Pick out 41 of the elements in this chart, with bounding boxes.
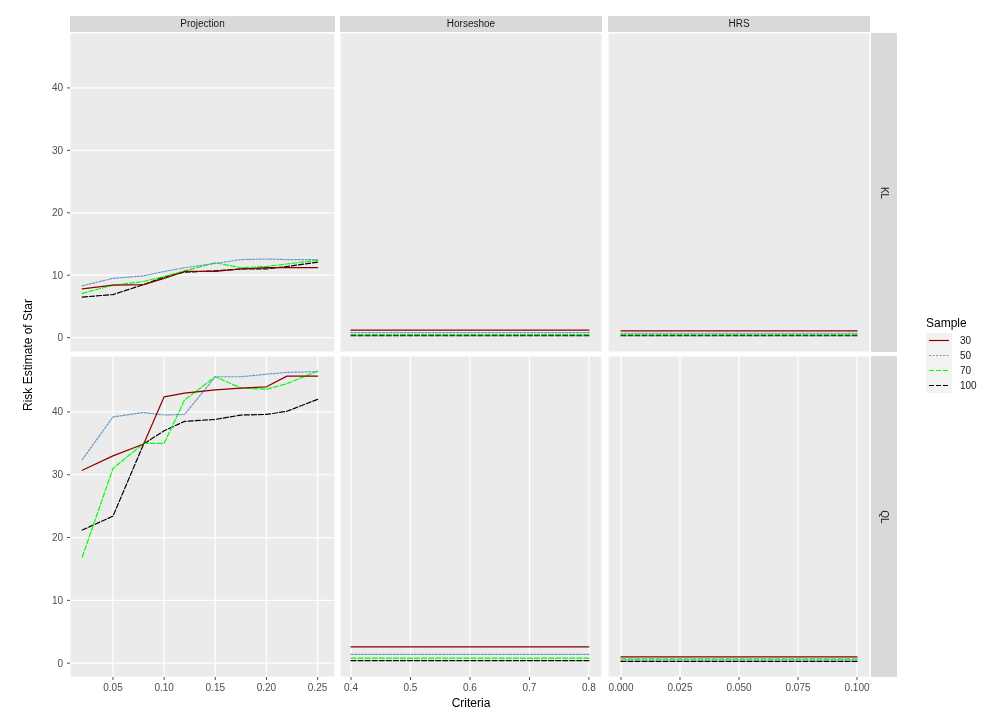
legend-title: Sample	[926, 316, 968, 330]
y-tick-label: 0	[57, 657, 64, 669]
chart-title: HRS	[608, 16, 870, 32]
y-tick-label: 10	[51, 269, 64, 281]
x-tick-label: 0.7	[522, 682, 537, 693]
x-tick-label: 0.15	[205, 682, 226, 693]
line-series	[81, 370, 319, 558]
y-tick-label: 40	[51, 82, 64, 94]
x-axis-title: Criteria	[451, 696, 491, 710]
x-tick-label: 0.8	[581, 682, 597, 693]
text: KL	[878, 186, 890, 199]
line-series	[81, 398, 319, 531]
x-tick-label: 0.000	[608, 682, 634, 693]
x-tick-label: 0.10	[154, 682, 175, 693]
x-tick-label: 0.6	[463, 682, 478, 693]
legend-label: 70	[960, 365, 972, 376]
chart-title: Projection	[70, 16, 335, 32]
legend-label: 100	[960, 380, 977, 391]
x-tick-label: 0.5	[403, 682, 418, 693]
y-tick-label: 20	[51, 207, 64, 219]
y-tick-label: 10	[51, 594, 64, 606]
legend-label: 50	[960, 350, 972, 361]
y-tick-label: 40	[51, 406, 64, 418]
line-series	[81, 258, 319, 287]
x-tick-label: 0.050	[726, 682, 752, 693]
y-tick-label: 30	[51, 469, 64, 481]
x-tick-label: 0.25	[307, 682, 328, 693]
y-tick-label: 0	[57, 332, 64, 344]
x-tick-label: 0.100	[844, 682, 870, 693]
legend-label: 30	[960, 335, 972, 346]
chart-title: Horseshoe	[340, 16, 602, 32]
y-tick-label: 30	[51, 144, 64, 156]
x-tick-label: 0.025	[667, 682, 693, 693]
x-tick-label: 0.05	[103, 682, 124, 693]
line-series	[81, 267, 319, 290]
y-tick-label: 20	[51, 532, 64, 544]
y-axis-title: Risk Estimate of Star	[21, 298, 35, 412]
x-tick-label: 0.075	[785, 682, 811, 693]
text: QL	[878, 509, 890, 524]
x-tick-label: 0.20	[256, 682, 277, 693]
x-tick-label: 0.4	[344, 682, 359, 693]
